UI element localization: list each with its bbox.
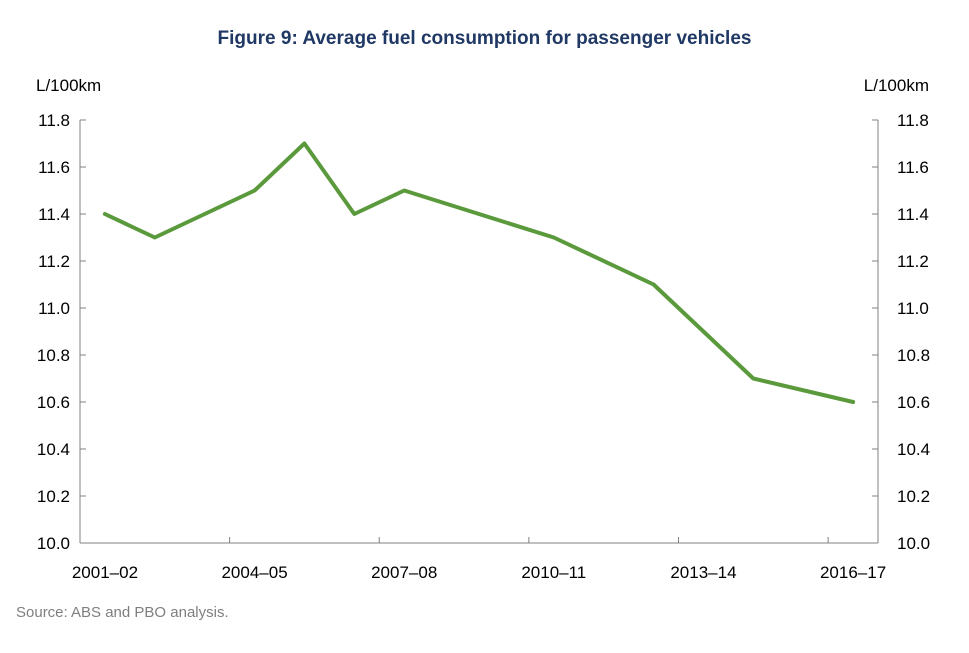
y-tick-label-right: 10.6	[897, 393, 930, 412]
x-tick-label: 2004–05	[221, 563, 287, 582]
x-tick-label: 2010–11	[521, 563, 586, 582]
y-tick-label-right: 11.0	[897, 299, 929, 318]
y-tick-label-right: 11.2	[897, 252, 929, 271]
series-line-fuel-consumption	[102, 141, 856, 404]
y-tick-label-right: 10.8	[897, 346, 930, 365]
y-tick-label-right: 11.4	[897, 205, 929, 224]
y-tick-label-left: 11.8	[38, 111, 70, 130]
y-tick-label-left: 10.8	[37, 346, 70, 365]
x-tick-label: 2016–17	[820, 563, 886, 582]
y-axis-unit-right: L/100km	[863, 76, 929, 95]
x-tick-label: 2013–14	[670, 563, 736, 582]
y-tick-label-right: 10.4	[897, 440, 930, 459]
y-tick-label-left: 11.6	[38, 158, 70, 177]
chart-title: Figure 9: Average fuel consumption for p…	[217, 28, 752, 49]
y-tick-label-right: 10.0	[897, 534, 930, 553]
x-tick-label: 2001–02	[72, 563, 138, 582]
y-tick-label-left: 10.2	[37, 487, 70, 506]
source-note: Source: ABS and PBO analysis.	[16, 604, 229, 621]
y-tick-label-right: 11.8	[897, 111, 929, 130]
y-axis-unit-left: L/100km	[36, 76, 102, 95]
y-tick-label-left: 11.2	[38, 252, 70, 271]
y-tick-label-left: 11.4	[38, 205, 70, 224]
y-tick-label-right: 10.2	[897, 487, 930, 506]
x-tick-label: 2007–08	[371, 563, 437, 582]
y-tick-label-left: 11.0	[38, 299, 70, 318]
y-tick-label-right: 11.6	[897, 158, 929, 177]
y-tick-label-left: 10.4	[37, 440, 70, 459]
y-tick-label-left: 10.6	[37, 393, 70, 412]
y-tick-label-left: 10.0	[37, 534, 70, 553]
